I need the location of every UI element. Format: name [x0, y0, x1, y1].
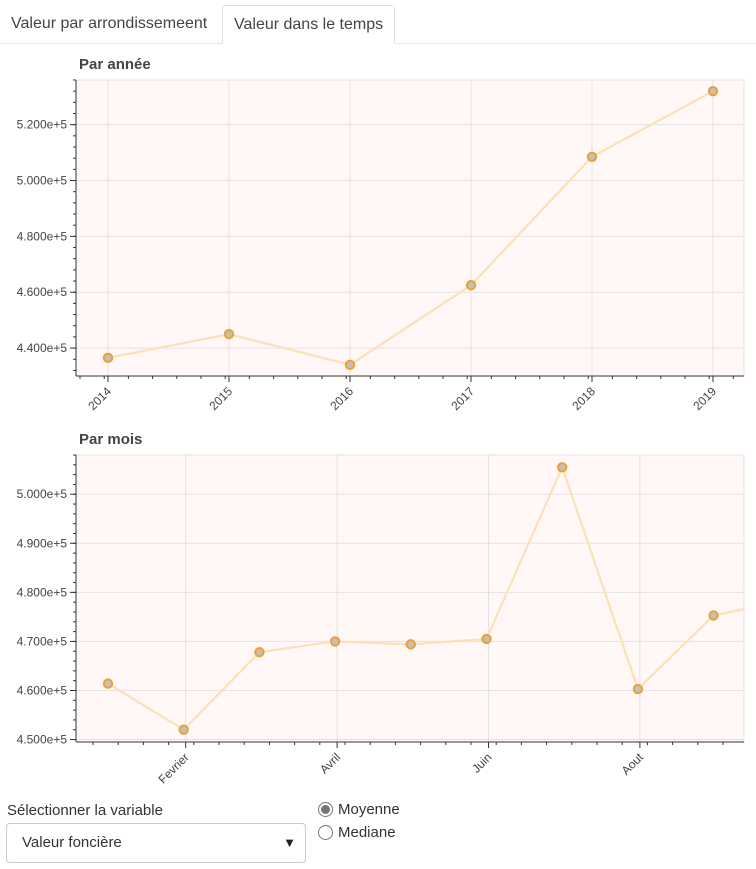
radio-mediane-label: Mediane — [338, 824, 396, 841]
x-tick-label: Juin — [469, 750, 494, 775]
y-tick-label: 4.500e+5 — [17, 733, 68, 747]
data-point — [405, 639, 416, 650]
variable-select[interactable]: Valeur foncière ▼ — [6, 823, 306, 863]
data-point — [465, 280, 477, 291]
tab-bar: Valeur par arrondissemeent Valeur dans l… — [0, 5, 756, 44]
y-tick-label: 4.800e+5 — [17, 585, 68, 599]
radio-moyenne-indicator[interactable] — [318, 802, 333, 817]
data-point — [707, 85, 719, 97]
y-tick-label: 5.000e+5 — [17, 487, 68, 501]
chevron-down-icon: ▼ — [283, 835, 296, 850]
chart-title-annee: Par année — [79, 56, 151, 73]
x-tick-label: Aout — [619, 750, 647, 778]
data-point — [178, 724, 189, 735]
tab-valeur-dans-le-temps[interactable]: Valeur dans le temps — [222, 5, 396, 44]
chart-par-mois[interactable]: 4.500e+5 4.600e+5 4.700e+5 4.800e+5 4.900e+5… — [0, 0, 756, 800]
y-tick-label: 4.700e+5 — [17, 634, 68, 648]
data-point — [102, 678, 114, 689]
chart-par-annee[interactable]: 4.400e+5 4.600e+5 4.800e+5 5.000e+5 5.200e+5… — [0, 0, 756, 420]
data-point — [481, 633, 492, 645]
y-tick-label: 5.200e+5 — [17, 118, 68, 132]
series-line — [107, 464, 745, 732]
radio-moyenne-label: Moyenne — [338, 801, 400, 818]
y-tick-label: 4.400e+5 — [17, 341, 68, 355]
data-point — [632, 683, 644, 695]
y-tick-label: 5.000e+5 — [17, 174, 68, 188]
data-point — [329, 636, 341, 647]
y-tick-label: 4.600e+5 — [17, 683, 68, 697]
plot-area — [75, 454, 745, 743]
y-tick-label: 4.600e+5 — [17, 285, 68, 299]
data-point — [254, 647, 265, 658]
x-tick-label: Avril — [317, 750, 343, 776]
data-point — [102, 352, 114, 364]
variable-select-label: Sélectionner la variable — [7, 802, 163, 819]
chart-title-mois: Par mois — [79, 431, 143, 448]
series-line — [107, 90, 714, 367]
data-point — [223, 328, 235, 340]
y-tick-label: 4.800e+5 — [17, 229, 68, 243]
y-tick-label: 4.900e+5 — [17, 536, 68, 550]
data-point — [344, 359, 356, 371]
x-tick-label: Fevrier — [156, 750, 192, 786]
data-point — [557, 462, 568, 473]
tab-valeur-par-arrondissement[interactable]: Valeur par arrondissemeent — [11, 15, 208, 32]
data-point — [708, 610, 719, 621]
data-point — [586, 151, 598, 162]
variable-select-value: Valeur foncière — [22, 834, 122, 851]
radio-mediane-indicator[interactable] — [318, 825, 333, 840]
